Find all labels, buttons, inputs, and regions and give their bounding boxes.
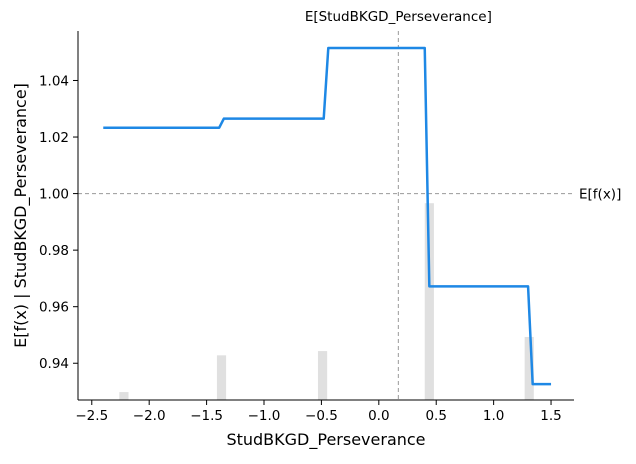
expected-value-label: E[f(x)] [579,187,621,203]
x-tick-label: −1.5 [190,408,223,424]
series-layer [103,46,552,386]
axes-layer [73,31,574,405]
x-tick-label: −1.0 [248,408,281,424]
y-tick-label: 0.94 [39,356,69,372]
y-axis-title: E[f(x) | StudBKGD_Perseverance] [11,83,31,348]
dependence-line [103,46,552,386]
feature-mean-label: E[StudBKGD_Perseverance] [305,9,492,25]
x-tick-label: 0.5 [425,408,446,424]
y-tick-label: 1.02 [39,130,69,146]
labels-layer: E[f(x)] E[StudBKGD_Perseverance] −2.5 −2.0 −… [11,9,621,450]
y-tick-label: 0.98 [39,243,69,259]
histogram-bar [424,203,434,400]
histogram-layer [119,203,534,400]
x-tick-label: 0.0 [368,408,389,424]
x-tick-label: −2.0 [133,408,166,424]
histogram-bar [524,336,534,400]
y-tick-label: 0.96 [39,300,69,316]
histogram-bar [317,351,328,400]
x-axis-title: StudBKGD_Perseverance [226,430,425,450]
y-tick-label: 1.04 [39,73,69,89]
x-tick-label: 1.0 [483,408,504,424]
reference-lines-layer [78,31,574,400]
x-tick-label: −2.5 [75,408,108,424]
y-tick-label: 1.00 [39,187,69,203]
x-tick-label: −0.5 [305,408,338,424]
histogram-bar [119,392,129,400]
histogram-bar [216,355,227,400]
x-tick-label: 1.5 [540,408,561,424]
